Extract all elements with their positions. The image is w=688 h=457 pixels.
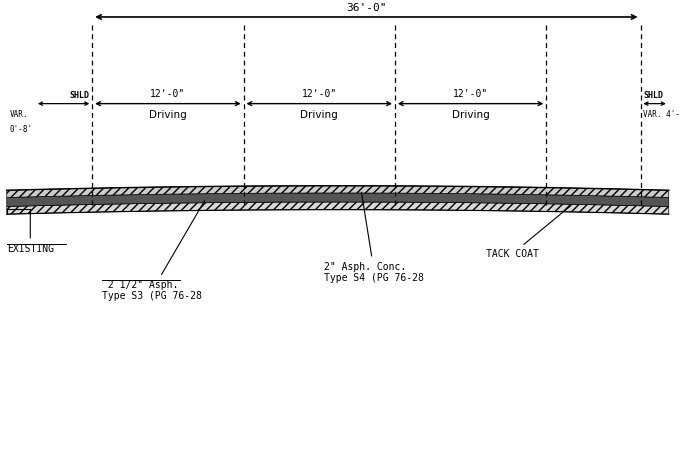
Text: 36'-0": 36'-0" <box>346 3 387 13</box>
Text: VAR.: VAR. <box>10 111 28 119</box>
Text: Driving: Driving <box>301 111 338 120</box>
Text: 12'-0": 12'-0" <box>301 89 337 99</box>
Text: 12'-0": 12'-0" <box>150 89 186 99</box>
Text: 0'-8': 0'-8' <box>10 125 32 134</box>
Text: 2 1/2" Asph.
Type S3 (PG 76-28: 2 1/2" Asph. Type S3 (PG 76-28 <box>103 201 204 301</box>
Text: SHLD: SHLD <box>643 91 663 100</box>
Text: Driving: Driving <box>149 111 186 120</box>
Polygon shape <box>7 202 669 214</box>
Polygon shape <box>7 193 669 207</box>
Text: 2" Asph. Conc.
Type S4 (PG 76-28: 2" Asph. Conc. Type S4 (PG 76-28 <box>324 192 424 283</box>
Text: VAR. 4'-: VAR. 4'- <box>643 111 680 119</box>
Text: TACK COAT: TACK COAT <box>486 206 571 259</box>
Polygon shape <box>7 186 669 197</box>
Text: Driving: Driving <box>452 111 489 120</box>
Text: EXISTING: EXISTING <box>7 214 54 254</box>
Text: SHLD: SHLD <box>69 91 89 100</box>
Text: 12'-0": 12'-0" <box>453 89 488 99</box>
